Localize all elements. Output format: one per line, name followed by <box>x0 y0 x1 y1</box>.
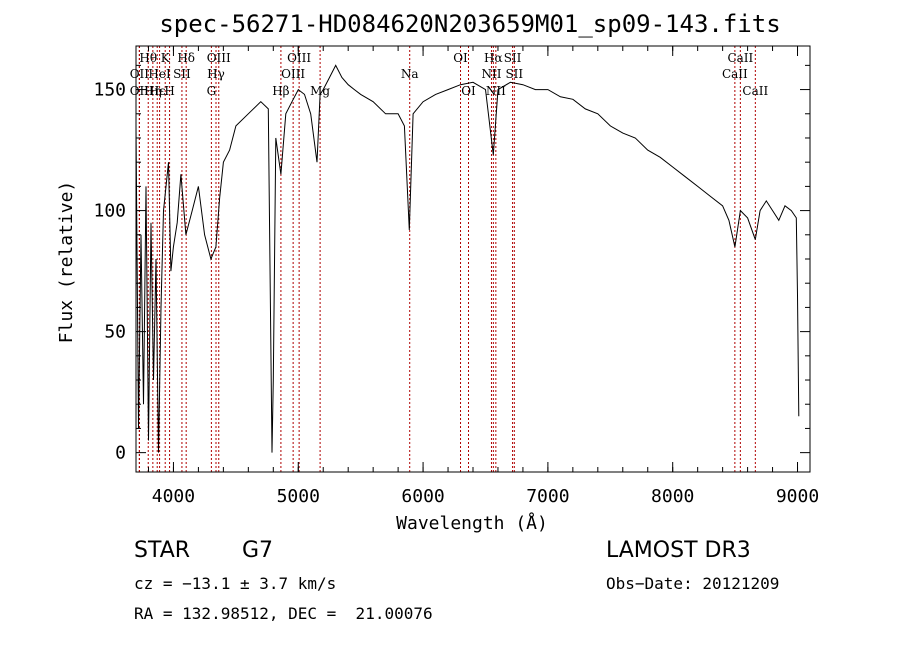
line-label: OI <box>453 51 468 65</box>
line-label: Na <box>401 67 419 81</box>
line-label: Hη <box>144 84 162 98</box>
line-label: OII <box>130 67 150 81</box>
x-tick-label: 4000 <box>152 486 195 507</box>
x-tick-label: 9000 <box>776 486 819 507</box>
survey-name: LAMOST DR3 <box>606 538 751 563</box>
chart-title: spec-56271-HD084620N203659M01_sp09-143.f… <box>159 10 780 38</box>
coordinates: RA = 132.98512, DEC = 21.00076 <box>134 604 433 623</box>
x-tick-label: 7000 <box>526 486 569 507</box>
x-axis: 4000 5000 6000 7000 8000 9000 <box>147 46 819 507</box>
spectral-subclass: G7 <box>242 538 274 563</box>
line-label: Hθ <box>139 51 157 65</box>
x-tick-label: 6000 <box>401 486 444 507</box>
line-label: HeI <box>148 67 171 81</box>
y-tick-label: 0 <box>115 443 126 464</box>
redshift-cz: cz = −13.1 ± 3.7 km/s <box>134 574 337 593</box>
line-label: CaII <box>742 84 768 98</box>
line-label: K <box>161 51 171 65</box>
line-label: SII <box>504 51 522 65</box>
x-axis-label: Wavelength (Å) <box>396 512 548 534</box>
line-label: Hδ <box>177 51 195 65</box>
line-label: SII <box>505 67 523 81</box>
line-label: Hα <box>484 51 503 65</box>
plot-frame <box>135 45 811 473</box>
line-label: H <box>164 84 174 98</box>
y-tick-label: 50 <box>104 322 126 343</box>
x-tick-label: 5000 <box>277 486 320 507</box>
line-label: G <box>207 84 217 98</box>
y-tick-label: 150 <box>93 80 126 101</box>
line-label: Mg <box>310 84 330 98</box>
flux-series-line <box>135 64 800 453</box>
line-label: OII <box>130 84 150 98</box>
spectral-line-markers <box>138 46 756 472</box>
line-label: OI <box>461 84 476 98</box>
line-label: CaII <box>722 67 748 81</box>
line-label: CaII <box>727 51 753 65</box>
y-axis-label: Flux (relative) <box>56 181 77 344</box>
line-label: Hγ <box>207 67 225 81</box>
y-tick-label: 100 <box>93 201 126 222</box>
line-label: SII <box>173 67 191 81</box>
x-tick-label: 8000 <box>651 486 694 507</box>
line-label: OIII <box>287 51 311 65</box>
line-label: OIII <box>207 51 231 65</box>
line-label: Hε <box>149 84 166 98</box>
y-axis: 0 50 100 150 <box>93 64 810 464</box>
object-type: STAR <box>134 538 191 563</box>
observation-date: Obs−Date: 20121209 <box>606 574 780 593</box>
line-label: Hβ <box>272 84 289 98</box>
line-label: NII <box>481 67 501 81</box>
line-label: OIII <box>281 67 305 81</box>
